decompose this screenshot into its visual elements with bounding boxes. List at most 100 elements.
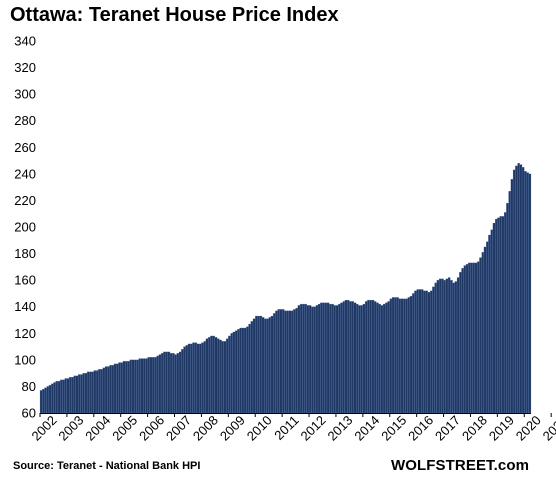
bar xyxy=(409,295,413,414)
bar xyxy=(347,299,350,414)
bar xyxy=(51,383,54,414)
x-tick-label: 2017 xyxy=(432,413,463,444)
bar xyxy=(427,291,431,414)
bar xyxy=(228,335,231,414)
bar xyxy=(313,306,316,414)
bar xyxy=(297,305,301,414)
bar xyxy=(342,301,346,414)
bar xyxy=(241,327,245,414)
bar xyxy=(376,302,379,414)
bar xyxy=(425,290,428,414)
bar xyxy=(181,349,184,414)
bar xyxy=(324,302,328,414)
bar xyxy=(512,169,516,414)
bar xyxy=(39,390,43,414)
x-axis-ticks: 2002200320042005200620072008200920102011… xyxy=(29,413,556,444)
bar xyxy=(273,313,276,414)
bar xyxy=(380,305,384,414)
bar xyxy=(279,309,283,414)
y-axis-ticks: 60 80 100 120 140 160 180 200 220 240 260 280 300 320… xyxy=(14,34,36,421)
y-tick-label: 60 xyxy=(22,406,36,421)
bar xyxy=(508,191,511,414)
bar xyxy=(311,306,314,414)
bar xyxy=(320,302,323,414)
bar xyxy=(441,278,444,414)
bar xyxy=(116,363,119,414)
bar xyxy=(333,305,337,414)
bar xyxy=(136,359,139,414)
bar xyxy=(62,379,65,414)
bar xyxy=(481,252,485,414)
bar xyxy=(275,310,278,414)
bar xyxy=(477,261,480,414)
x-tick-label: 2012 xyxy=(298,413,329,444)
bar xyxy=(526,172,529,414)
bar xyxy=(134,359,137,414)
bar xyxy=(138,358,142,414)
bar xyxy=(295,307,298,414)
bar xyxy=(225,338,229,414)
bar xyxy=(100,369,103,414)
bar xyxy=(317,303,321,414)
x-tick-label: 2013 xyxy=(324,413,355,444)
bar xyxy=(421,289,424,414)
y-tick-label: 240 xyxy=(14,166,36,181)
bar xyxy=(205,338,209,414)
bar xyxy=(232,331,236,414)
bar xyxy=(187,343,191,414)
bar xyxy=(239,327,242,414)
bar xyxy=(257,315,260,414)
bar xyxy=(385,302,388,414)
x-tick-label: 2016 xyxy=(405,413,436,444)
brand-logo: WOLFSTREET.com xyxy=(391,457,530,474)
x-tick-label: 2010 xyxy=(244,413,275,444)
bar xyxy=(329,303,332,414)
x-tick-label: 2006 xyxy=(136,413,167,444)
bar xyxy=(183,346,186,414)
bar xyxy=(470,262,473,414)
bar xyxy=(60,379,63,414)
bar xyxy=(483,246,487,414)
bar xyxy=(378,303,381,414)
bar xyxy=(364,301,368,414)
x-tick-label: 2020 xyxy=(513,413,544,444)
bar xyxy=(445,278,449,414)
bar xyxy=(340,302,343,414)
bar xyxy=(436,280,440,414)
bar xyxy=(270,315,274,414)
bar xyxy=(528,173,532,414)
bar xyxy=(293,309,296,414)
bar xyxy=(338,303,341,414)
chart-title: Ottawa: Teranet House Price Index xyxy=(10,4,339,26)
bar xyxy=(64,378,68,414)
bar xyxy=(104,366,108,414)
x-tick-label: 2018 xyxy=(459,413,490,444)
bar xyxy=(479,257,482,414)
y-tick-label: 300 xyxy=(14,87,36,102)
bar xyxy=(461,268,464,414)
bar xyxy=(322,302,325,414)
bar xyxy=(373,301,377,414)
bar xyxy=(306,305,310,414)
y-tick-label: 160 xyxy=(14,273,36,288)
bar xyxy=(499,216,502,414)
bar xyxy=(221,341,224,414)
y-tick-label: 100 xyxy=(14,352,36,367)
bar xyxy=(389,298,393,414)
bar xyxy=(252,318,256,414)
bar xyxy=(154,357,157,414)
bar xyxy=(501,216,505,414)
bar xyxy=(93,370,97,414)
bar xyxy=(400,298,404,414)
bar xyxy=(131,359,135,414)
bar xyxy=(418,289,422,414)
bar xyxy=(149,357,153,414)
bar xyxy=(158,354,162,414)
bar xyxy=(371,299,375,414)
bar xyxy=(167,351,171,414)
bar xyxy=(284,310,287,414)
bar xyxy=(129,359,133,414)
bar xyxy=(77,374,81,414)
bar xyxy=(465,264,469,414)
